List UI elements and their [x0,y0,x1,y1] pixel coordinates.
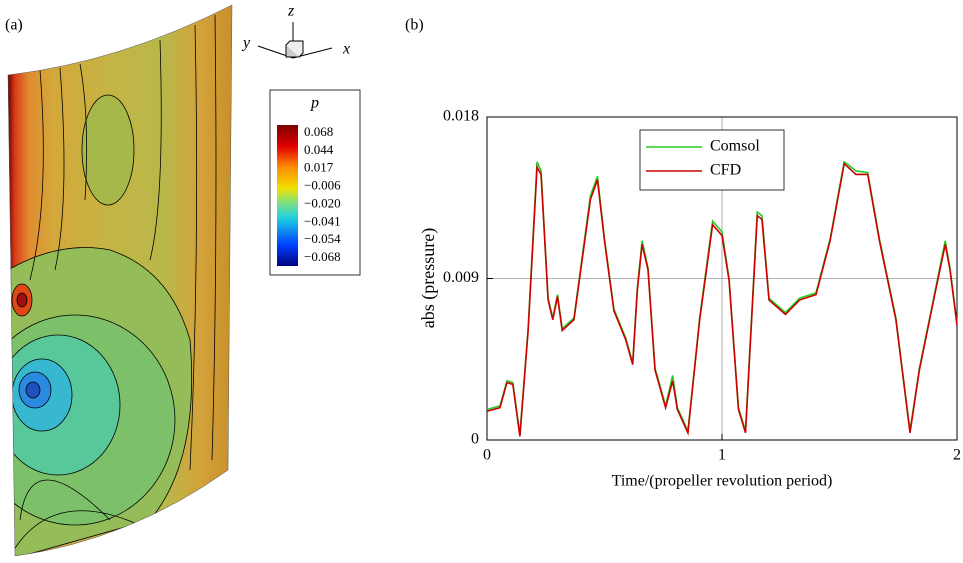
axis-label: y [241,35,251,52]
colorbar [269,89,361,276]
x-tick-label: 1 [718,447,726,464]
axis-label: x [342,41,350,58]
colorbar-label: 0.044 [304,142,334,157]
x-tick-label: 0 [483,447,491,464]
axis-label: z [287,3,295,20]
y-axis-title: abs (pressure) [418,228,439,328]
colorbar-title: p [310,95,319,112]
colorbar-label: −0.006 [304,178,341,193]
plot-frame [486,116,958,441]
colorbar-label: −0.020 [304,195,341,210]
legend-box [639,129,785,191]
legend-label: CFD [710,162,741,179]
y-tick-label: 0.018 [443,108,479,125]
x-axis-title: Time/(propeller revolution period) [612,473,833,490]
legend-label: Comsol [710,138,760,155]
x-tick-label: 2 [953,447,961,464]
colorbar-label: −0.041 [304,213,341,228]
colorbar-label: 0.068 [304,124,333,139]
colorbar-label: 0.017 [304,160,334,175]
colorbar-label: −0.054 [304,231,341,246]
y-tick-label: 0.009 [443,269,479,286]
panel-label: (b) [405,17,424,34]
colorbar-label: −0.068 [304,249,341,264]
data-line [486,162,958,437]
contour-plot [7,4,233,557]
axis-triad [257,22,333,59]
panel-label: (a) [5,17,23,34]
y-tick-label: 0 [471,431,479,448]
